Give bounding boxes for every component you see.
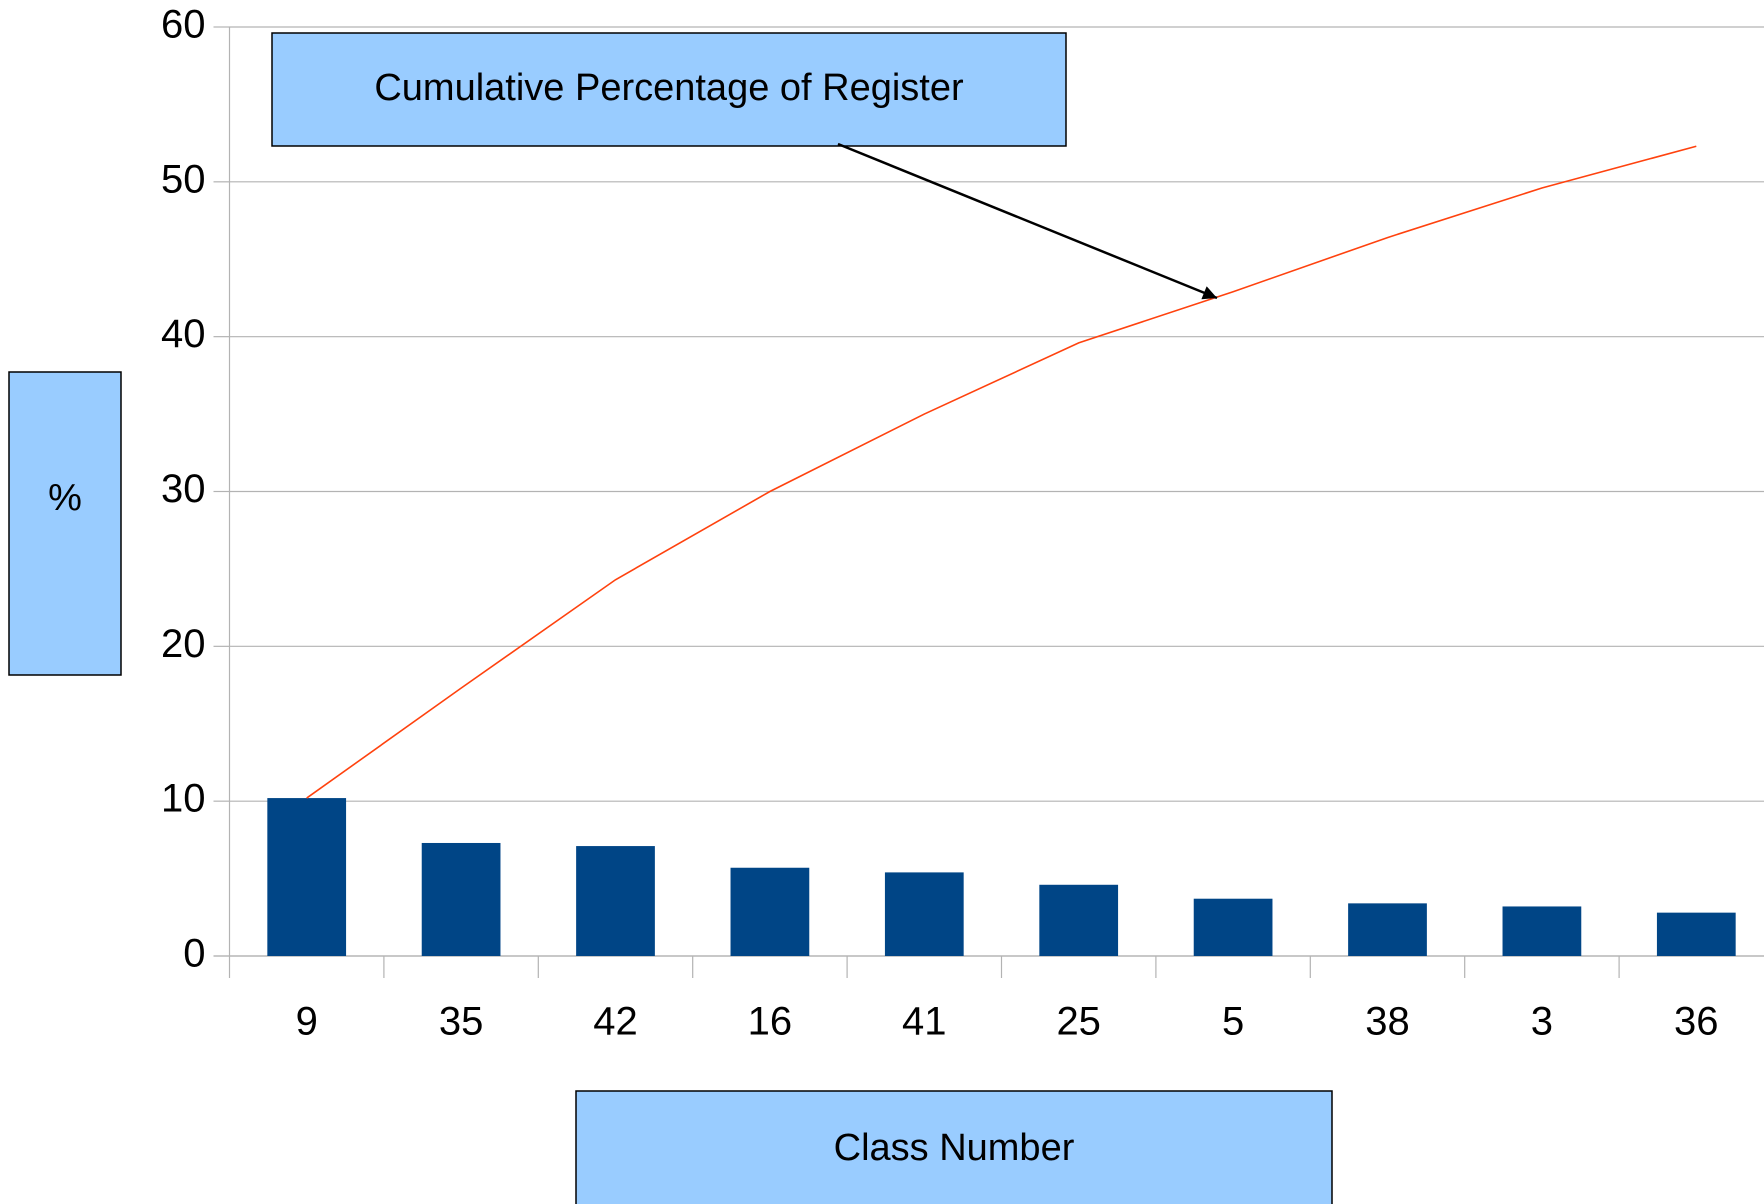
x-tick-label: 41 bbox=[902, 1000, 947, 1044]
bar bbox=[884, 872, 964, 956]
bar bbox=[730, 867, 810, 956]
bar bbox=[576, 846, 655, 956]
x-tick-label: 25 bbox=[1056, 1000, 1101, 1044]
y-tick-label: 20 bbox=[161, 622, 206, 666]
bar bbox=[1656, 912, 1736, 956]
x-axis-label: Class Number bbox=[834, 1127, 1075, 1169]
annotation-box bbox=[271, 32, 1067, 147]
bar bbox=[1039, 884, 1119, 956]
x-tick-label: 35 bbox=[439, 1000, 484, 1044]
x-tick-label: 42 bbox=[593, 1000, 638, 1044]
x-tick-label: 5 bbox=[1222, 1000, 1244, 1044]
x-tick-label: 38 bbox=[1365, 1000, 1410, 1044]
y-tick-label: 50 bbox=[161, 157, 206, 201]
x-tick-label: 3 bbox=[1531, 1000, 1553, 1044]
x-tick-label: 9 bbox=[296, 1000, 318, 1044]
bar bbox=[1193, 898, 1273, 956]
cumulative-line bbox=[306, 145, 1697, 799]
y-tick-label: 60 bbox=[161, 3, 206, 47]
y-tick-label: 0 bbox=[183, 932, 205, 976]
y-tick-label: 30 bbox=[161, 467, 206, 511]
y-label-box bbox=[8, 371, 122, 676]
annotation-text: Cumulative Percentage of Register bbox=[374, 67, 964, 109]
annotation-arrow bbox=[837, 142, 1218, 300]
plot-area: 0 10 20 30 40 50 60 9 35 42 16 41 25 5 38 3 36 bbox=[161, 3, 1764, 1044]
bar bbox=[421, 842, 501, 956]
bar bbox=[267, 798, 347, 956]
x-tick-label: 36 bbox=[1674, 1000, 1719, 1044]
bar bbox=[1348, 903, 1427, 956]
bar bbox=[1502, 906, 1582, 956]
y-axis-label: % bbox=[48, 477, 82, 519]
x-tick-label: 16 bbox=[748, 1000, 793, 1044]
x-label-box bbox=[575, 1090, 1333, 1204]
y-tick-label: 10 bbox=[161, 777, 206, 821]
y-tick-label: 40 bbox=[161, 312, 206, 356]
